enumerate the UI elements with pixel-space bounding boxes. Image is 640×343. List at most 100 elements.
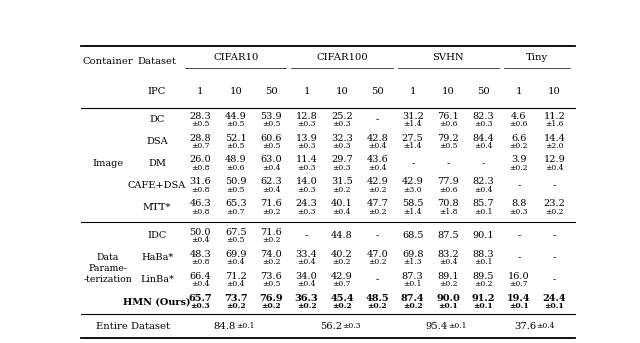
Text: -: -: [517, 253, 520, 262]
Text: 12.8: 12.8: [296, 111, 317, 121]
Text: 50.9: 50.9: [225, 177, 246, 186]
Text: 67.5: 67.5: [225, 228, 246, 237]
Text: DM: DM: [148, 159, 166, 168]
Text: CAFE+DSA: CAFE+DSA: [128, 181, 186, 190]
Text: 45.4: 45.4: [330, 294, 354, 303]
Text: 42.9: 42.9: [402, 177, 424, 186]
Text: ±0.3: ±0.3: [474, 120, 493, 128]
Text: ±0.4: ±0.4: [368, 142, 387, 150]
Text: 48.3: 48.3: [189, 250, 211, 259]
Text: ±0.7: ±0.7: [191, 142, 209, 150]
Text: ±0.2: ±0.2: [545, 208, 564, 216]
Text: -: -: [517, 181, 520, 190]
Text: ±0.2: ±0.2: [262, 258, 280, 266]
Text: ±0.1: ±0.1: [236, 322, 254, 330]
Text: 90.1: 90.1: [473, 231, 494, 240]
Text: -: -: [376, 115, 379, 124]
Text: 89.1: 89.1: [437, 272, 459, 281]
Text: 8.8: 8.8: [511, 199, 527, 208]
Text: 34.0: 34.0: [296, 272, 317, 281]
Text: 1: 1: [410, 87, 416, 96]
Text: 90.0: 90.0: [436, 294, 460, 303]
Text: 60.6: 60.6: [260, 133, 282, 142]
Text: ±0.3: ±0.3: [297, 208, 316, 216]
Text: 33.4: 33.4: [296, 250, 317, 259]
Text: 44.9: 44.9: [225, 111, 246, 121]
Text: ±1.4: ±1.4: [403, 120, 422, 128]
Text: ±0.3: ±0.3: [342, 322, 360, 330]
Text: 31.2: 31.2: [402, 111, 424, 121]
Text: 74.0: 74.0: [260, 250, 282, 259]
Text: 28.3: 28.3: [189, 111, 211, 121]
Text: 66.4: 66.4: [189, 272, 211, 281]
Text: ±0.4: ±0.4: [262, 164, 280, 172]
Text: HMN (Ours): HMN (Ours): [124, 297, 191, 306]
Text: ±0.6: ±0.6: [509, 120, 528, 128]
Text: 19.4: 19.4: [507, 294, 531, 303]
Text: CIFAR10: CIFAR10: [213, 53, 259, 62]
Text: SVHN: SVHN: [432, 53, 464, 62]
Text: ±0.2: ±0.2: [509, 142, 528, 150]
Text: 76.9: 76.9: [259, 294, 283, 303]
Text: 87.4: 87.4: [401, 294, 424, 303]
Text: 84.4: 84.4: [473, 133, 495, 142]
Text: 14.4: 14.4: [543, 133, 565, 142]
Text: ±0.2: ±0.2: [333, 186, 351, 194]
Text: 1: 1: [303, 87, 310, 96]
Text: 46.3: 46.3: [189, 199, 211, 208]
Text: ±0.5: ±0.5: [227, 186, 245, 194]
Text: Image: Image: [92, 159, 124, 168]
Text: 32.3: 32.3: [331, 133, 353, 142]
Text: 89.5: 89.5: [473, 272, 494, 281]
Text: ±0.7: ±0.7: [509, 280, 528, 288]
Text: ±3.0: ±3.0: [403, 186, 422, 194]
Text: 4.6: 4.6: [511, 111, 527, 121]
Text: 79.2: 79.2: [437, 133, 459, 142]
Text: ±0.5: ±0.5: [439, 142, 458, 150]
Text: ±0.1: ±0.1: [403, 280, 422, 288]
Text: 47.0: 47.0: [367, 250, 388, 259]
Text: ±0.3: ±0.3: [333, 142, 351, 150]
Text: ±0.1: ±0.1: [448, 322, 467, 330]
Text: IDC: IDC: [147, 231, 166, 240]
Text: 82.3: 82.3: [473, 111, 495, 121]
Text: ±0.2: ±0.2: [261, 302, 281, 310]
Text: 40.1: 40.1: [331, 199, 353, 208]
Text: 73.6: 73.6: [260, 272, 282, 281]
Text: 42.9: 42.9: [367, 177, 388, 186]
Text: 3.9: 3.9: [511, 155, 527, 164]
Text: -: -: [376, 231, 379, 240]
Text: 40.2: 40.2: [331, 250, 353, 259]
Text: ±0.2: ±0.2: [262, 208, 280, 216]
Text: 1: 1: [516, 87, 522, 96]
Text: ±0.4: ±0.4: [368, 164, 387, 172]
Text: 87.5: 87.5: [437, 231, 459, 240]
Text: Data
Parame-
-terization: Data Parame- -terization: [83, 253, 132, 284]
Text: ±0.6: ±0.6: [227, 164, 245, 172]
Text: 43.6: 43.6: [367, 155, 388, 164]
Text: 68.5: 68.5: [402, 231, 424, 240]
Text: 85.7: 85.7: [473, 199, 494, 208]
Text: -: -: [553, 231, 556, 240]
Text: ±0.2: ±0.2: [367, 302, 387, 310]
Text: 71.2: 71.2: [225, 272, 246, 281]
Text: 24.4: 24.4: [543, 294, 566, 303]
Text: 48.5: 48.5: [365, 294, 389, 303]
Text: ±0.2: ±0.2: [474, 280, 493, 288]
Text: ±0.4: ±0.4: [191, 280, 209, 288]
Text: -: -: [305, 231, 308, 240]
Text: 62.3: 62.3: [260, 177, 282, 186]
Text: 71.6: 71.6: [260, 228, 282, 237]
Text: 1: 1: [197, 87, 204, 96]
Text: -: -: [517, 231, 520, 240]
Text: 82.3: 82.3: [473, 177, 495, 186]
Text: 25.2: 25.2: [331, 111, 353, 121]
Text: 48.9: 48.9: [225, 155, 246, 164]
Text: ±0.2: ±0.2: [368, 258, 387, 266]
Text: 53.9: 53.9: [260, 111, 282, 121]
Text: ±0.8: ±0.8: [191, 164, 209, 172]
Text: 71.6: 71.6: [260, 199, 282, 208]
Text: 42.9: 42.9: [331, 272, 353, 281]
Text: -: -: [553, 181, 556, 190]
Text: ±0.5: ±0.5: [227, 142, 245, 150]
